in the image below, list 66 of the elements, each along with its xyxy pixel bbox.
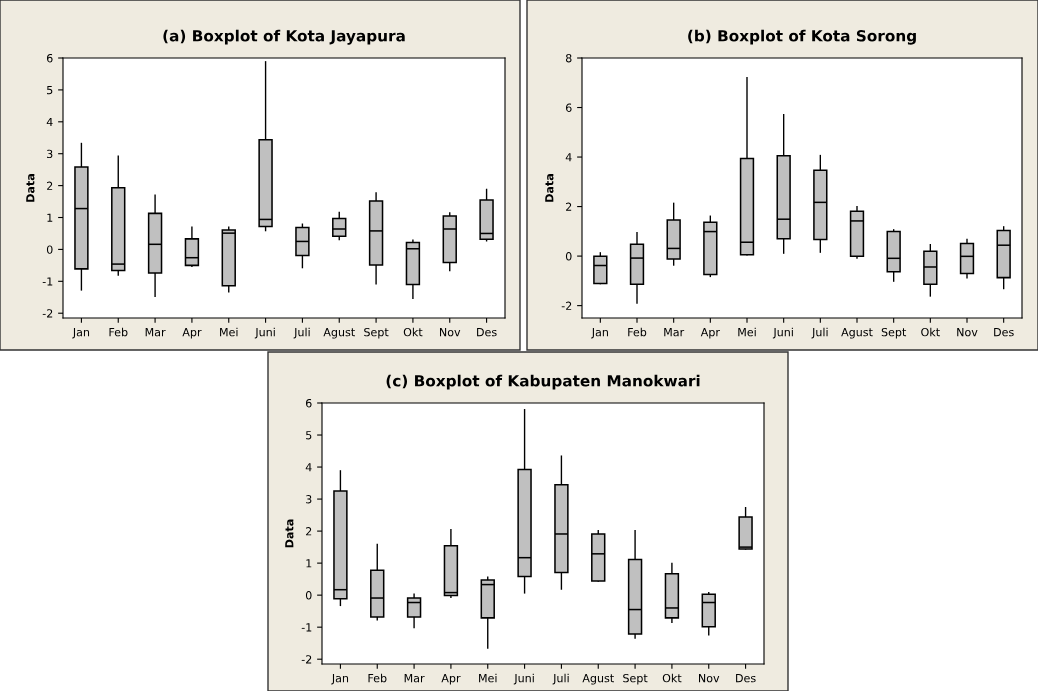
y-tick-label: 1 — [47, 213, 53, 222]
x-tick-label: Des — [994, 328, 1014, 337]
x-tick-label: Mar — [145, 328, 166, 337]
x-tick-label: Feb — [368, 673, 387, 683]
y-tick-label: 0 — [565, 252, 572, 261]
y-tick-label: 5 — [47, 86, 53, 95]
x-tick-label: Mei — [738, 327, 756, 337]
y-tick-label: 1 — [306, 559, 312, 568]
chart-title: (c) Boxplot of Kabupaten Manokwari — [386, 374, 700, 390]
x-tick-label: Okt — [403, 327, 423, 337]
x-tick-label: Mar — [404, 674, 425, 683]
y-tick-label: -2 — [561, 301, 572, 310]
x-tick-label: Juli — [552, 673, 569, 685]
x-tick-label: Juli — [293, 327, 310, 339]
x-tick-label: Jan — [591, 328, 608, 339]
x-tick-label: Des — [477, 328, 497, 337]
y-tick-label: 3 — [306, 495, 312, 504]
x-tick-label: Mei — [220, 327, 238, 337]
y-tick-label: 5 — [306, 431, 312, 440]
y-tick-label: 2 — [566, 202, 572, 211]
x-tick-label: Des — [736, 674, 756, 683]
x-tick-label: Juni — [772, 327, 793, 339]
x-tick-label: Sept — [881, 327, 907, 339]
chart-title: (a) Boxplot of Kota Jayapura — [163, 29, 405, 45]
y-axis-title: Data — [26, 174, 35, 202]
x-tick-label: Apr — [182, 328, 202, 339]
y-tick-label: 6 — [46, 53, 53, 63]
x-tick-label: Juni — [254, 327, 275, 339]
x-tick-label: Agust — [841, 328, 873, 339]
y-tick-label: 8 — [565, 53, 572, 63]
x-tick-label: Sept — [623, 673, 648, 685]
y-tick-label: 4 — [305, 463, 312, 472]
x-tick-label: Jan — [331, 674, 349, 685]
y-tick-label: -1 — [301, 623, 312, 632]
chart-title: (b) Boxplot of Kota Sorong — [688, 29, 916, 45]
x-tick-label: Nov — [957, 328, 978, 337]
x-tick-label: Jan — [72, 328, 90, 339]
y-axis-title: Data — [545, 174, 554, 202]
y-tick-label: -1 — [42, 277, 53, 286]
y-tick-label: 3 — [47, 149, 53, 159]
y-axis-title: Data — [285, 519, 294, 548]
y-tick-label: 0 — [46, 245, 53, 254]
x-tick-label: Okt — [921, 327, 940, 337]
x-tick-label: Nov — [699, 674, 720, 683]
x-tick-label: Sept — [364, 327, 389, 339]
x-tick-label: Juni — [513, 673, 534, 685]
y-tick-label: 2 — [306, 527, 312, 536]
y-tick-label: 0 — [305, 591, 312, 600]
x-tick-label: Okt — [662, 673, 682, 683]
y-tick-label: 2 — [47, 181, 53, 190]
y-tick-label: 4 — [46, 117, 53, 127]
x-tick-label: Mei — [479, 673, 497, 683]
x-tick-label: Feb — [109, 327, 128, 337]
x-tick-label: Feb — [628, 327, 647, 337]
y-tick-label: -2 — [42, 309, 53, 318]
y-tick-label: -2 — [301, 655, 312, 664]
y-tick-label: 6 — [305, 398, 312, 408]
x-tick-label: Apr — [700, 328, 720, 339]
x-tick-label: Nov — [440, 328, 461, 337]
y-tick-label: 6 — [565, 103, 572, 112]
x-tick-label: Apr — [441, 674, 461, 685]
x-tick-label: Agust — [582, 674, 614, 685]
x-tick-label: Juli — [811, 327, 828, 339]
y-tick-label: 4 — [565, 153, 572, 162]
x-tick-label: Agust — [323, 328, 355, 339]
x-tick-label: Mar — [664, 328, 685, 337]
